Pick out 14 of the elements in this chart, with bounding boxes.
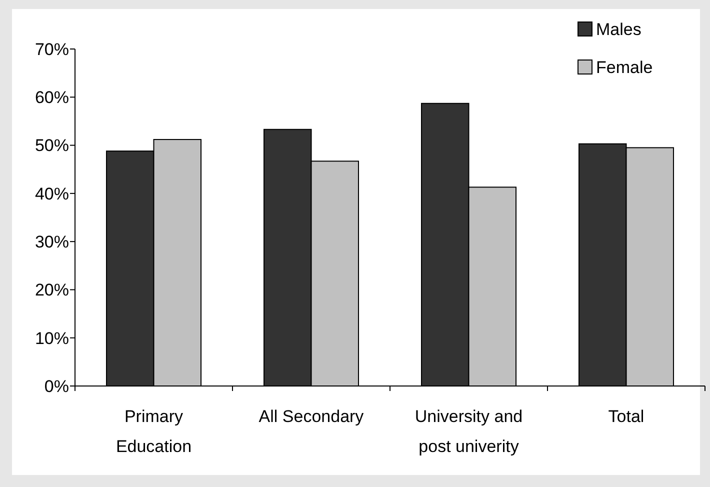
y-tick-label: 10% [34, 328, 69, 348]
legend-label: Female [596, 58, 653, 77]
x-tick-label: Total [608, 407, 644, 426]
y-tick-label: 40% [34, 184, 69, 204]
y-tick-label: 30% [34, 232, 69, 252]
y-tick-label: 60% [34, 88, 69, 108]
y-tick-label: 20% [34, 280, 69, 300]
y-tick-label: 70% [34, 40, 69, 59]
legend-label: Males [596, 20, 642, 39]
y-tick-label: 0% [44, 376, 69, 396]
y-tick-label: 50% [34, 136, 69, 156]
x-tick-label: University and post univerity [414, 407, 523, 456]
x-tick-label: Primary Education [116, 407, 192, 456]
x-tick-label: All Secondary [258, 407, 364, 426]
